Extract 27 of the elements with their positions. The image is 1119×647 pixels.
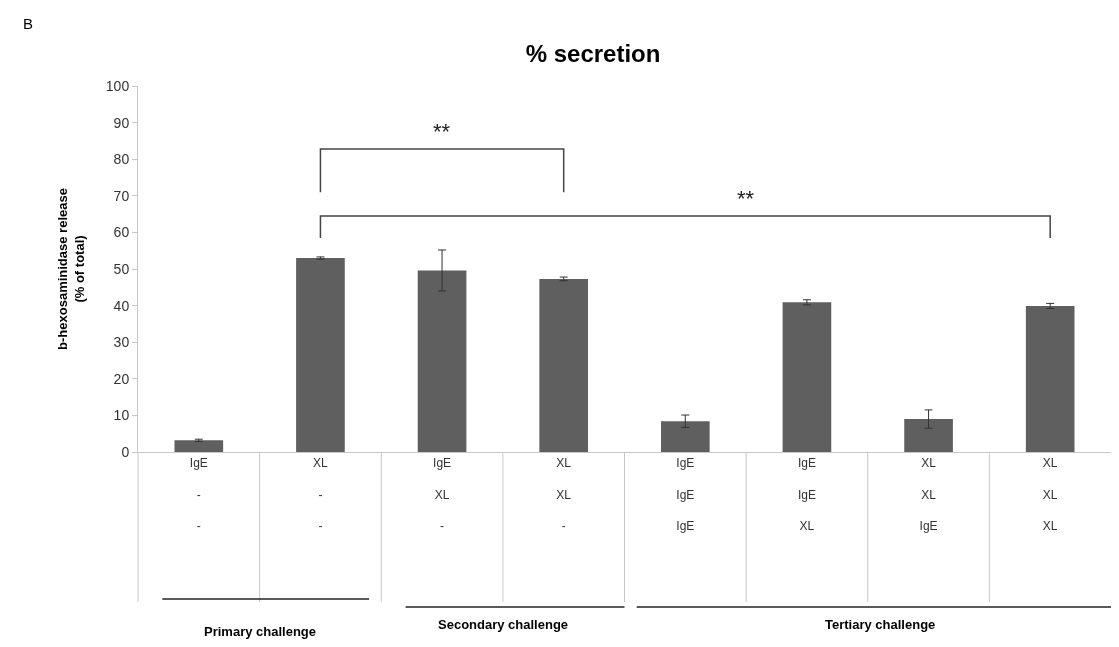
y-tick-label: 0 — [121, 443, 130, 460]
y-tick-label: 90 — [113, 114, 130, 131]
chart-title: % secretion — [525, 40, 661, 68]
y-tick-label: 50 — [113, 260, 130, 277]
category-label: IgE IgE XL — [797, 456, 816, 533]
y-tick-label: 100 — [105, 77, 130, 94]
category-label: IgE - - — [189, 456, 208, 533]
category-label: IgE IgE IgE — [676, 456, 695, 533]
text: Secondary challenge — [438, 617, 569, 632]
y-tick-label: 40 — [113, 297, 130, 314]
category-label: IgE XL - — [433, 456, 452, 533]
y-tick-label: 70 — [113, 187, 130, 204]
category-label: XL XL - — [556, 456, 572, 533]
category-label: XL XL XL — [1042, 456, 1058, 533]
category-label: XL XL IgE — [919, 456, 938, 533]
y-tick-label: 60 — [113, 224, 130, 241]
text: B — [23, 15, 34, 32]
text: Primary challenge — [204, 624, 316, 639]
text: Tertiary challenge — [825, 617, 936, 632]
y-tick-label: 20 — [113, 370, 130, 387]
y-tick-label: 10 — [113, 407, 130, 424]
category-label: XL - - — [313, 456, 328, 533]
y-tick-label: 80 — [113, 151, 130, 168]
y-tick-label: 30 — [113, 334, 130, 351]
y-axis-title: b-hexosaminidase release (% of total) — [54, 188, 87, 350]
annotation: ** — [433, 119, 451, 144]
annotation: ** — [737, 186, 755, 211]
